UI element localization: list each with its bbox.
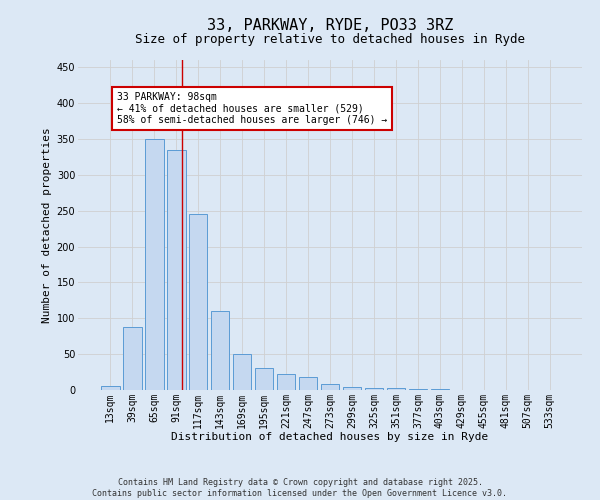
- Text: Contains HM Land Registry data © Crown copyright and database right 2025.
Contai: Contains HM Land Registry data © Crown c…: [92, 478, 508, 498]
- Bar: [145, 139, 164, 390]
- Text: 33 PARKWAY: 98sqm
← 41% of detached houses are smaller (529)
58% of semi-detache: 33 PARKWAY: 98sqm ← 41% of detached hous…: [117, 92, 387, 126]
- Text: Size of property relative to detached houses in Ryde: Size of property relative to detached ho…: [135, 32, 525, 46]
- Bar: [167, 150, 185, 390]
- Bar: [277, 374, 295, 390]
- X-axis label: Distribution of detached houses by size in Ryde: Distribution of detached houses by size …: [172, 432, 488, 442]
- Bar: [409, 388, 427, 390]
- Bar: [123, 327, 142, 390]
- Bar: [101, 386, 119, 390]
- Bar: [343, 387, 361, 390]
- Bar: [189, 214, 208, 390]
- Bar: [386, 388, 405, 390]
- Text: 33, PARKWAY, RYDE, PO33 3RZ: 33, PARKWAY, RYDE, PO33 3RZ: [207, 18, 453, 32]
- Bar: [299, 377, 317, 390]
- Y-axis label: Number of detached properties: Number of detached properties: [43, 127, 52, 323]
- Bar: [365, 388, 383, 390]
- Bar: [211, 311, 229, 390]
- Bar: [320, 384, 340, 390]
- Bar: [233, 354, 251, 390]
- Bar: [255, 368, 274, 390]
